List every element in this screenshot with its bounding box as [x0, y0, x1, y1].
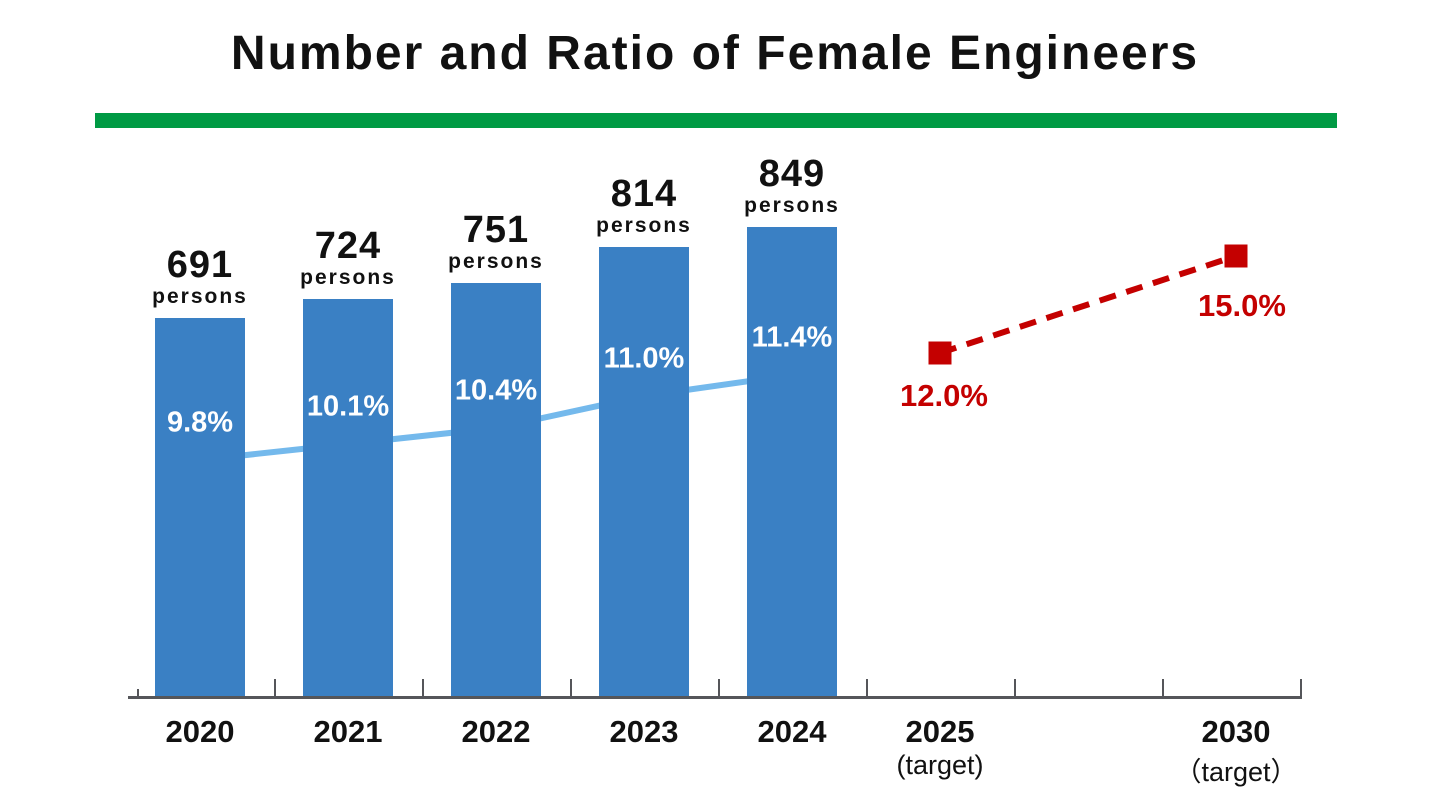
x-label-2030: 2030: [1201, 714, 1271, 749]
axis-tick-mark: [866, 679, 868, 697]
title-underline-rule: [95, 113, 1337, 128]
axis-tick-mark: [1300, 679, 1302, 697]
x-label-2020: 2020: [165, 714, 235, 749]
ratio-label-2024: 11.4%: [751, 321, 833, 354]
bar-value-unit: persons: [744, 194, 840, 217]
bar-value-label-2023: 814 persons: [596, 175, 692, 239]
x-label-note-2030: （target）: [1174, 757, 1298, 787]
x-label-note-2025: (target): [896, 750, 984, 780]
x-label-2021: 2021: [313, 714, 383, 749]
bar-2020: [155, 318, 245, 698]
axis-tick-mark: [274, 679, 276, 697]
axis-tick-mark: [137, 689, 139, 697]
axis-tick-mark: [718, 679, 720, 697]
x-label-2025: 2025: [905, 714, 975, 749]
target-label-2025: 12.0%: [900, 378, 988, 413]
x-axis-line: [128, 696, 1302, 699]
bar-value-number: 849: [758, 153, 826, 195]
target-marker-2025: [928, 341, 952, 365]
axis-tick-mark: [1014, 679, 1016, 697]
bar-value-label-2022: 751 persons: [448, 211, 544, 275]
x-label-2023: 2023: [609, 714, 679, 749]
ratio-label-2020: 9.8%: [166, 406, 234, 439]
bar-value-label-2020: 691 persons: [152, 246, 248, 310]
bar-2024: [747, 227, 837, 698]
bar-value-unit: persons: [448, 250, 544, 273]
bar-2021: [303, 299, 393, 698]
bar-value-number: 814: [610, 173, 678, 215]
target-marker-2030: [1224, 244, 1248, 268]
bar-value-unit: persons: [596, 214, 692, 237]
target-label-2030: 15.0%: [1198, 288, 1286, 323]
bar-2023: [599, 247, 689, 698]
bar-2022: [451, 283, 541, 698]
axis-tick-mark: [1162, 679, 1164, 697]
bar-value-unit: persons: [300, 266, 396, 289]
ratio-label-2022: 10.4%: [454, 374, 538, 407]
bar-value-number: 691: [166, 244, 234, 286]
ratio-label-2021: 10.1%: [306, 390, 390, 423]
bar-value-number: 724: [314, 225, 382, 267]
bar-value-unit: persons: [152, 285, 248, 308]
chart-title: Number and Ratio of Female Engineers: [230, 27, 1200, 80]
x-label-2024: 2024: [757, 714, 827, 749]
axis-tick-mark: [570, 679, 572, 697]
bar-value-label-2024: 849 persons: [744, 155, 840, 219]
ratio-label-2023: 11.0%: [603, 342, 685, 375]
bar-value-label-2021: 724 persons: [300, 227, 396, 291]
x-label-2022: 2022: [461, 714, 531, 749]
bar-value-number: 751: [462, 209, 530, 251]
target-dashed-line: [939, 253, 1237, 356]
axis-tick-mark: [422, 679, 424, 697]
